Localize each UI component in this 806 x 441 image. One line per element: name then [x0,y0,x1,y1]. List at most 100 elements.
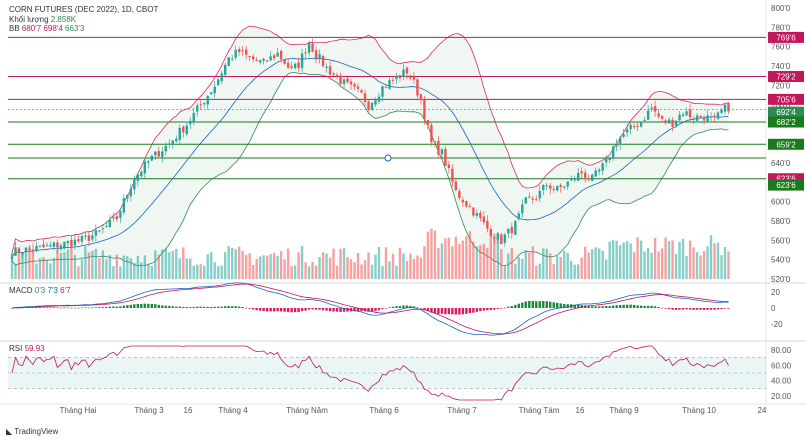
volume-bar [398,247,402,279]
volume-bar [237,246,241,279]
volume-bar [217,266,220,279]
macd-histogram-bar [650,305,653,308]
candle-body [545,185,548,187]
volume-bar [720,255,723,279]
volume-bar [244,254,248,279]
candle-body [412,77,416,80]
macd-histogram-bar [709,308,713,310]
candle-body [112,216,115,219]
macd-histogram-bar [38,307,42,308]
volume-bar [129,258,133,279]
macd-histogram-bar [535,301,538,308]
macd-histogram-bar [265,308,269,312]
macd-histogram-bar [521,302,524,308]
macd-histogram-bar [566,304,569,308]
volume-bar [370,264,374,279]
volume-bar [133,263,136,279]
candle-body [241,50,244,52]
macd-histogram-bar [573,304,576,308]
volume-bar [136,255,140,279]
macd-histogram-bar [328,308,332,312]
volume-bar [10,253,14,279]
candle-body [409,75,412,79]
macd-label: MACD [9,286,33,295]
candle-body [489,229,493,237]
volume-bar [517,256,520,279]
volume-bar [566,252,569,279]
price-label-box [768,71,804,83]
macd-histogram-bar [426,308,430,312]
macd-histogram-bar [552,302,555,308]
candle-body [549,185,552,189]
candle-body [496,233,500,240]
macd-histogram-bar [353,308,356,312]
rsi-line [11,345,729,401]
price-label-text: 769'6 [776,33,796,42]
macd-histogram-bar [695,308,699,310]
volume-bar [356,253,360,279]
candle-body [286,62,290,68]
price-tick-label: 540'0 [771,256,791,265]
macd-histogram-bar [63,307,66,309]
macd-histogram-bar [10,308,14,309]
candle-body [168,143,171,146]
volume-bar [105,258,108,279]
volume-bar [311,261,314,279]
candle-body [31,249,35,251]
macd-histogram-bar [248,308,251,309]
candle-body [713,115,716,118]
macd-histogram-bar [80,307,84,309]
candle-body [559,184,562,187]
macd-histogram-bar [335,308,339,312]
candle-body [258,60,262,63]
candle-body [217,79,220,85]
price-label-box [768,31,804,43]
macd-histogram-bar [304,308,307,311]
volume-bar [342,248,346,279]
candle-body [175,138,178,142]
macd-histogram-bar [206,306,209,308]
volume-bar [709,235,713,279]
macd-histogram-bar [402,305,405,308]
candle-body [430,124,433,143]
candle-body [507,228,510,234]
volume-bar [535,265,538,279]
candle-body [657,113,660,117]
volume-bar [685,255,688,279]
macd-histogram-bar [325,308,328,311]
volume-bar [91,250,94,279]
candle-body [279,50,283,60]
volume-bar [164,248,167,279]
tradingview-logo[interactable]: ◣ TradingView [6,427,58,436]
chart-title-row: CORN FUTURES (DEC 2022), 1D, CBOT [9,5,158,14]
candle-body [433,141,437,143]
candle-body [535,199,538,201]
macd-histogram-bar [356,308,360,312]
candle-body [461,199,465,203]
time-tick-label: Tháng 6 [369,406,399,415]
candle-body [105,225,108,227]
macd-legend: MACD 0'3 7'3 6'7 [9,286,71,295]
candle-body [517,213,520,220]
macd-histogram-bar [185,307,188,308]
candle-body [342,79,346,84]
macd-histogram-bar [178,306,181,308]
volume-bar [80,259,84,279]
volume-bar [437,247,440,279]
candle-body [164,145,167,152]
volume-bar [108,255,112,279]
macd-histogram-bar [217,306,220,308]
macd-histogram-bar [251,308,255,310]
macd-histogram-bar [671,308,674,310]
price-tick-label: 580'0 [771,217,791,226]
macd-histogram-bar [713,308,716,310]
volume-bar [580,257,583,279]
candle-body [653,106,657,112]
volume-bar [395,265,398,279]
macd-histogram-bar [286,308,290,313]
macd-histogram-bar [49,307,52,308]
macd-histogram-bar [706,308,709,310]
time-tick-label: Tháng 10 [682,406,716,415]
candle-body [419,94,423,101]
